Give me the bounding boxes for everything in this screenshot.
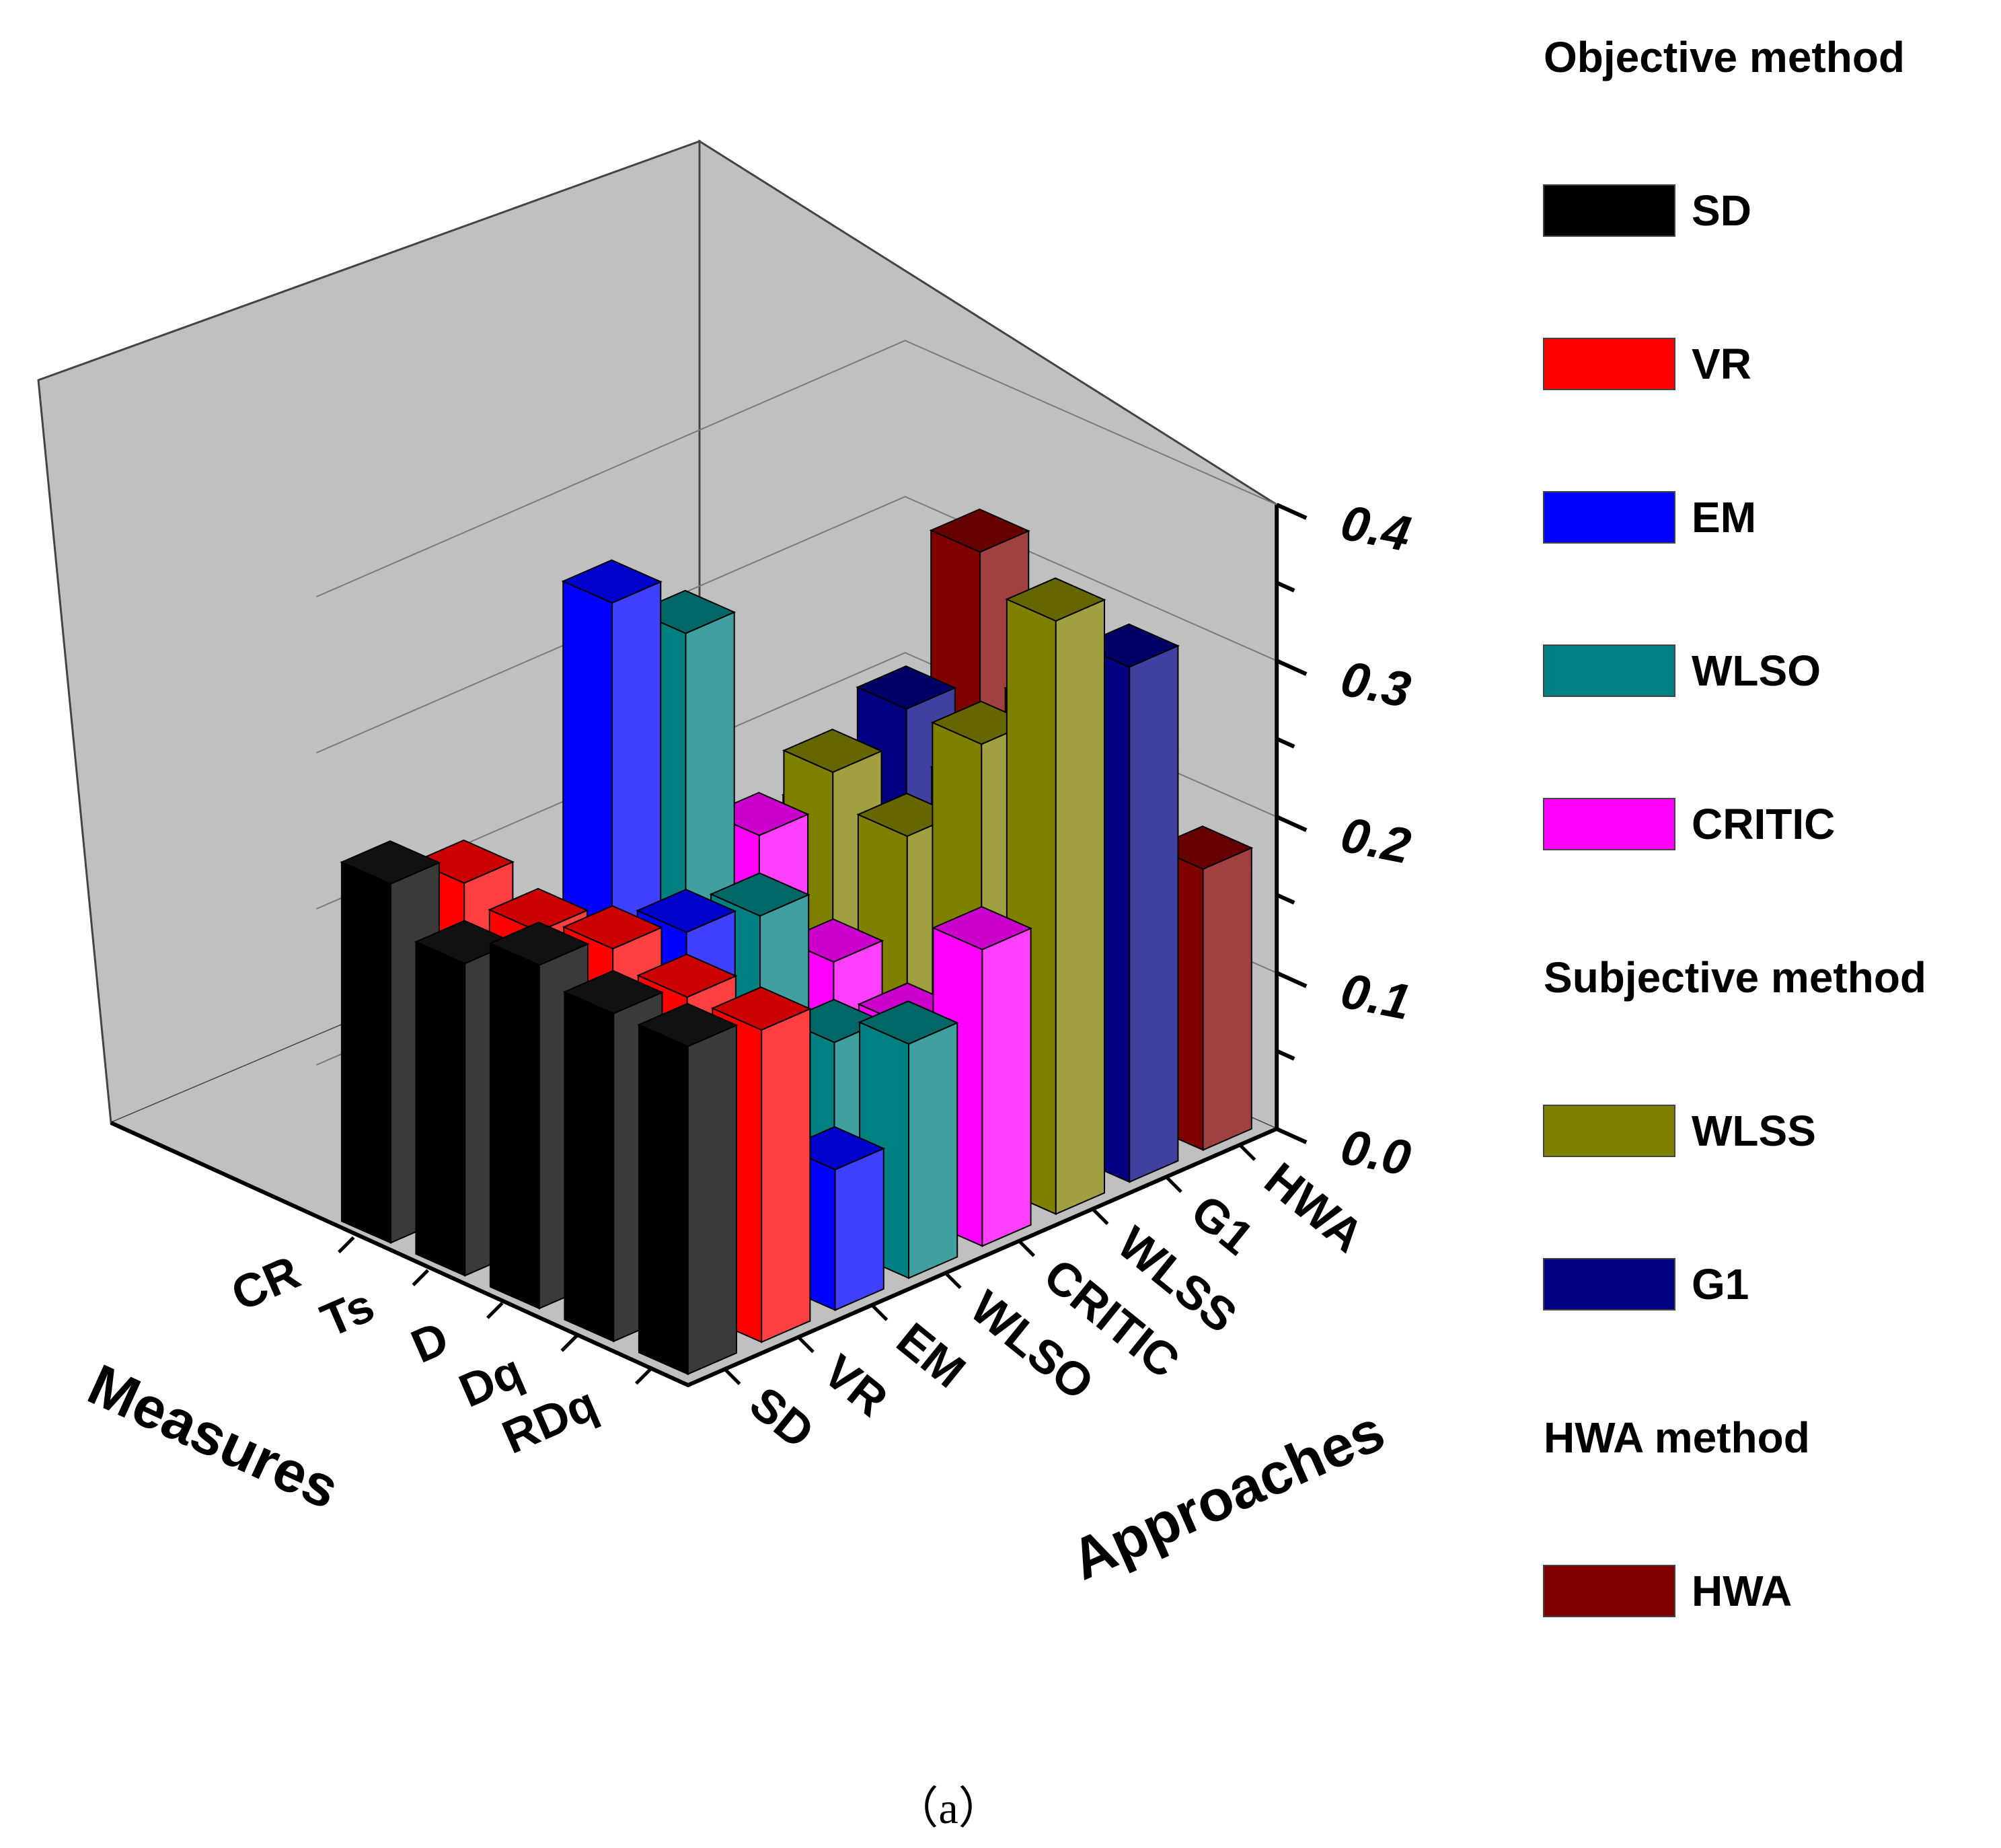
z-tick xyxy=(1275,971,1308,988)
legend-swatch xyxy=(1543,798,1675,850)
legend-label: G1 xyxy=(1692,1260,1749,1308)
approach-label: G1 xyxy=(1182,1185,1264,1265)
bar-face-top xyxy=(782,729,883,773)
legend-heading: Subjective method xyxy=(1544,953,1926,1002)
bar-face-top xyxy=(710,986,812,1031)
bar-face-top xyxy=(932,905,1033,951)
legend-label: EM xyxy=(1692,493,1756,542)
legend-label: WLSO xyxy=(1692,646,1821,695)
approach-tick xyxy=(1018,1240,1036,1257)
legend-label: VR xyxy=(1692,340,1751,388)
z-tick xyxy=(1275,1127,1308,1144)
bar-face-top xyxy=(636,889,737,933)
measure-tick xyxy=(560,1335,578,1352)
approach-label: VR xyxy=(814,1345,898,1427)
z-tick xyxy=(1275,581,1295,593)
legend-label: SD xyxy=(1692,186,1751,235)
approach-label: EM xyxy=(887,1313,975,1398)
approach-tick xyxy=(723,1368,741,1385)
bar-face-top xyxy=(1005,577,1106,622)
approach-tick xyxy=(1165,1175,1182,1193)
legend-swatch xyxy=(1543,338,1675,390)
bars xyxy=(340,508,1254,1376)
z-axis: 0.0 0.1 0.2 0.3 0.4 xyxy=(1275,494,1415,1187)
bar-face-right xyxy=(1202,846,1252,1151)
bar-face-top xyxy=(858,1000,959,1045)
approach-tick xyxy=(797,1335,815,1354)
z-tick xyxy=(1275,659,1308,676)
approach-tick xyxy=(1238,1144,1256,1161)
bar-face-right xyxy=(908,1021,958,1280)
approach-label: SD xyxy=(740,1376,824,1458)
bar-face-top xyxy=(929,508,1030,553)
bar-face-top xyxy=(488,887,589,932)
bar xyxy=(858,1000,959,1280)
legend-swatch xyxy=(1543,491,1675,544)
measure-tick xyxy=(486,1302,504,1319)
z-tick-label: 0.0 xyxy=(1336,1118,1415,1186)
z-tick xyxy=(1275,503,1308,520)
bar-face-right xyxy=(1055,599,1105,1216)
bar-face-right xyxy=(981,927,1032,1247)
measure-tick xyxy=(412,1269,430,1286)
bar-face-top xyxy=(488,921,590,966)
bar-face-right xyxy=(687,1024,737,1376)
approach-tick xyxy=(870,1304,889,1321)
bar xyxy=(488,921,590,1310)
bar-face-right xyxy=(834,1147,884,1311)
z-tick xyxy=(1275,893,1295,905)
bar-face-top xyxy=(340,840,441,885)
bar-face-right xyxy=(761,1008,811,1343)
legend-swatch xyxy=(1543,184,1675,237)
measure-tick xyxy=(634,1367,652,1385)
bar xyxy=(637,1002,739,1376)
bar-face-left xyxy=(340,861,391,1244)
bar-face-right xyxy=(1129,644,1179,1183)
measure-label: Ts xyxy=(313,1278,381,1347)
legend-heading: Objective method xyxy=(1544,33,1905,81)
z-tick xyxy=(1275,815,1308,832)
approach-tick xyxy=(1091,1208,1109,1225)
bar-face-top xyxy=(636,953,738,998)
measure-tick xyxy=(337,1236,355,1254)
measure-label: CR xyxy=(224,1246,307,1321)
bar-face-left xyxy=(415,940,466,1277)
figure-caption: （a） xyxy=(894,1784,1002,1833)
gridline xyxy=(316,340,1277,597)
bar xyxy=(414,920,515,1277)
legend-swatch xyxy=(1543,1565,1675,1617)
bar-face-top xyxy=(637,1002,739,1047)
z-tick-label: 0.2 xyxy=(1336,806,1415,874)
measures-axis-title: Measures xyxy=(79,1352,348,1522)
z-tick-label: 0.3 xyxy=(1336,650,1415,718)
bar-face-top xyxy=(562,969,664,1014)
legend-swatch xyxy=(1543,644,1675,697)
bar-face-top xyxy=(709,872,810,917)
approach-tick xyxy=(944,1271,962,1290)
legend: Objective method SD VR EM WLSO CRITIC Subjecti… xyxy=(1543,33,1926,1617)
bar-face-left xyxy=(489,942,540,1310)
bar-face-top xyxy=(562,905,663,950)
z-tick-label: 0.1 xyxy=(1336,962,1415,1030)
z-tick-label: 0.4 xyxy=(1336,494,1415,562)
bar-face-left xyxy=(638,1023,689,1376)
bar-face-top xyxy=(856,665,957,710)
gridline xyxy=(316,496,1277,753)
approaches-axis-title: Approaches xyxy=(1062,1398,1394,1592)
bar-face-top xyxy=(561,559,663,604)
z-tick xyxy=(1275,1049,1295,1061)
z-tick xyxy=(1275,737,1295,749)
legend-label: CRITIC xyxy=(1692,800,1835,848)
legend-swatch xyxy=(1543,1105,1675,1157)
legend-label: WLSS xyxy=(1692,1107,1816,1155)
bar-face-left xyxy=(564,990,615,1343)
legend-swatch xyxy=(1543,1258,1675,1310)
legend-label: HWA xyxy=(1692,1567,1792,1615)
legend-heading: HWA method xyxy=(1544,1413,1810,1462)
measure-label: D xyxy=(404,1311,455,1373)
